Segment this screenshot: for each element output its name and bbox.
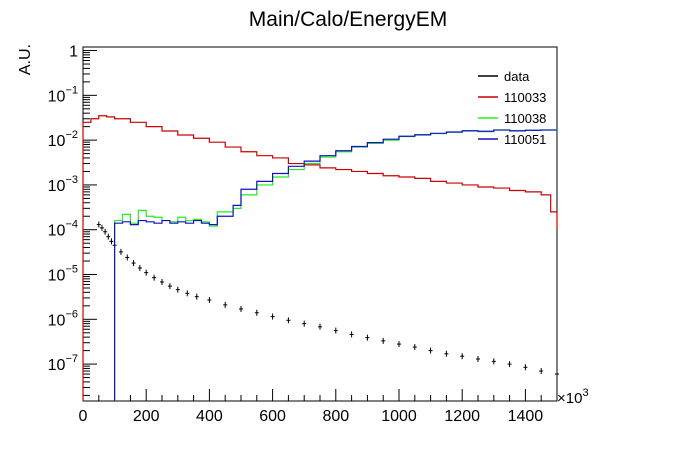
- plot-frame: [82, 46, 558, 402]
- y-tick-label: 10−4: [48, 219, 78, 240]
- y-tick-label: 10−5: [48, 264, 78, 285]
- x-tick-label: 800: [322, 408, 349, 425]
- y-tick-label: 1: [69, 44, 78, 61]
- series-110038: [114, 129, 558, 401]
- y-tick-label: 10−2: [48, 129, 78, 150]
- legend-label: 110051: [504, 132, 546, 147]
- x-multiplier-base: ×10: [557, 390, 582, 407]
- y-axis-label: A.U.: [17, 44, 34, 75]
- x-tick-label: 1200: [444, 408, 480, 425]
- chart-title: Main/Calo/EnergyEM: [249, 8, 447, 31]
- legend-label: data: [504, 69, 530, 84]
- legend: data 110033 110038 110051: [478, 69, 546, 147]
- x-tick-label: 1400: [508, 408, 544, 425]
- y-tick-label: 10−3: [48, 174, 78, 195]
- series-line: [82, 115, 558, 401]
- series-110051: [114, 129, 558, 401]
- y-tick-label: 10−6: [48, 308, 78, 329]
- y-axis-ticks: [83, 50, 97, 396]
- svg-text:×103: ×103: [557, 387, 589, 407]
- y-tick-label: 10−7: [48, 353, 78, 374]
- x-tick-label: 600: [259, 408, 286, 425]
- x-tick-label: 200: [133, 408, 160, 425]
- x-axis-ticks: [82, 389, 558, 401]
- plot-area: 0 200 400 600 800 1000 1200 1400 1 10−1 10−2 10−3 10…: [48, 44, 559, 425]
- series-data: [96, 221, 559, 378]
- x-axis-multiplier: ×103: [557, 387, 589, 407]
- x-multiplier-exponent: 3: [582, 387, 588, 399]
- series-line: [114, 129, 558, 401]
- x-tick-label: 400: [196, 408, 223, 425]
- y-tick-label: 10−1: [48, 84, 78, 105]
- series-line: [114, 129, 558, 401]
- series-110033: [82, 115, 558, 401]
- legend-label: 110033: [504, 90, 546, 105]
- x-tick-label: 1000: [381, 408, 417, 425]
- y-tick-labels: 1 10−1 10−2 10−3 10−4 10−5 10−6 10−7: [48, 44, 78, 375]
- legend-label: 110038: [504, 111, 546, 126]
- x-tick-label: 0: [79, 408, 88, 425]
- x-tick-labels: 0 200 400 600 800 1000 1200 1400: [79, 408, 544, 425]
